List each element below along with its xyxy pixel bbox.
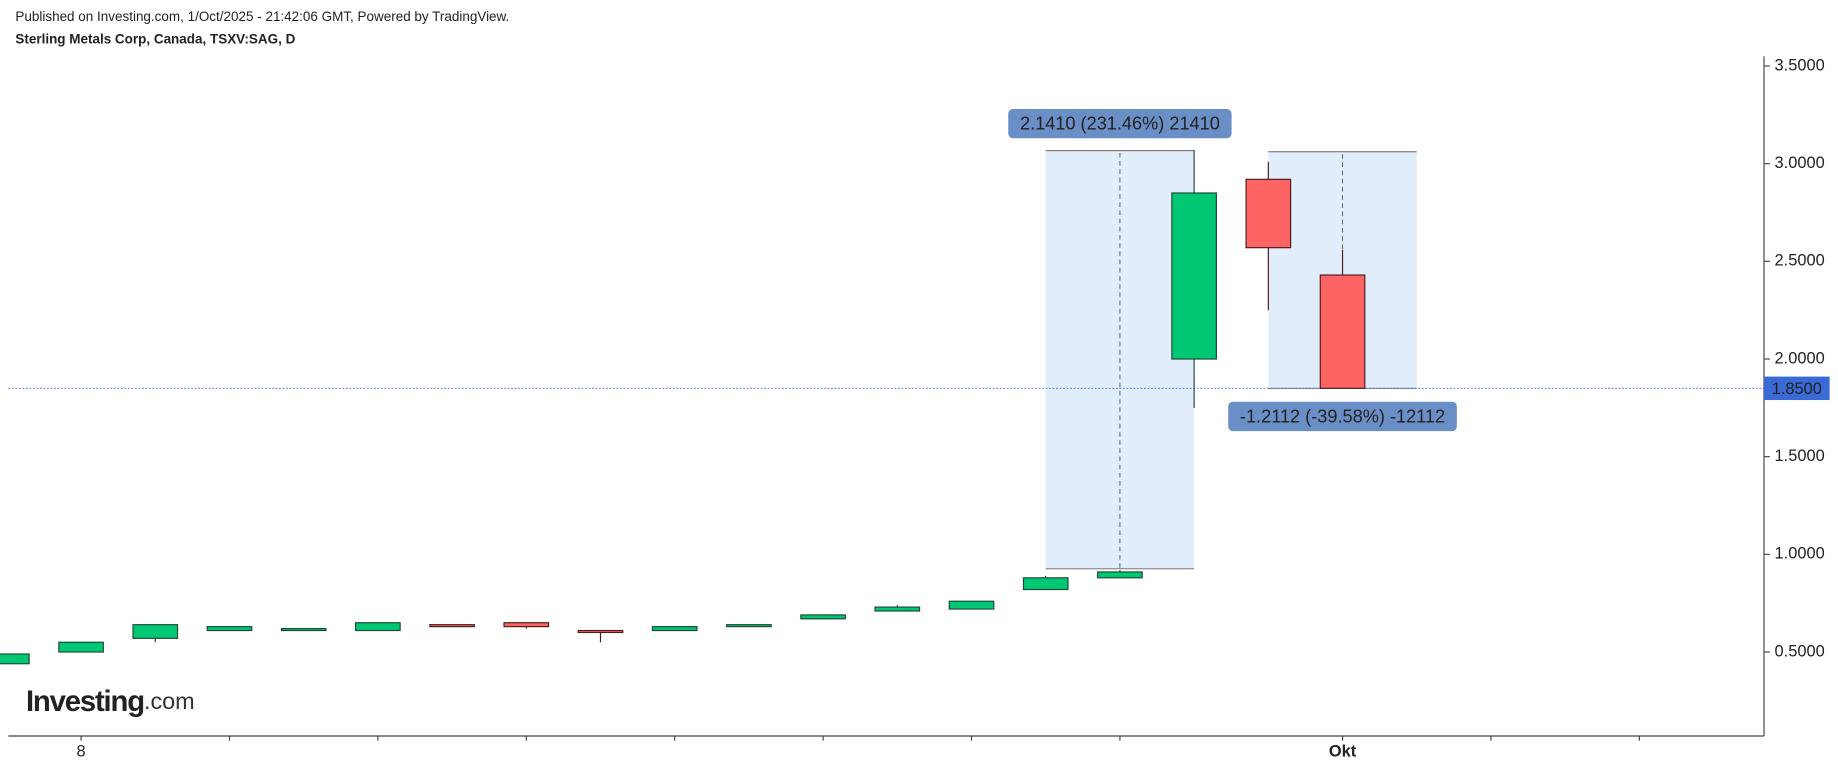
candle-body	[1245, 178, 1292, 249]
candle-body	[1097, 571, 1143, 579]
candle-body	[948, 600, 995, 610]
candle-body	[1171, 192, 1217, 360]
candle-body	[874, 606, 921, 612]
chart-title: Sterling Metals Corp, Canada, TSXV:SAG, …	[15, 31, 295, 46]
candle-body	[355, 622, 401, 632]
candle-body	[132, 624, 179, 639]
y-tick-label: 0.5000	[1775, 642, 1825, 660]
last-price-label: 1.8500	[1772, 380, 1822, 398]
candle-body	[800, 614, 846, 620]
candle-body	[577, 629, 624, 634]
candle-body	[503, 622, 550, 628]
last-price-bg	[1764, 376, 1830, 401]
watermark-suffix: .com	[144, 688, 195, 714]
x-tick-label: Okt	[1329, 743, 1357, 761]
chart-subtitle: Published on Investing.com, 1/Oct/2025 -…	[15, 9, 509, 24]
candle-body	[1319, 274, 1366, 389]
candle-body	[726, 624, 772, 628]
measure-label-text: 2.1410 (231.46%) 21410	[1020, 114, 1220, 134]
y-tick-label: 3.0000	[1775, 154, 1825, 172]
y-tick-label: 1.0000	[1775, 545, 1825, 563]
y-tick-label: 3.5000	[1775, 56, 1825, 74]
y-tick-label: 2.5000	[1775, 252, 1825, 270]
measure-label-bg	[1228, 401, 1457, 432]
measure-label: -1.2112 (-39.58%) -12112	[1228, 401, 1457, 432]
candle-body	[0, 653, 30, 665]
measure-label: 2.1410 (231.46%) 21410	[1008, 108, 1232, 139]
x-tick-label: 8	[77, 743, 86, 761]
candle-body	[58, 641, 104, 653]
watermark: Investing.com	[26, 685, 195, 718]
candle-body	[206, 626, 253, 632]
watermark-name: Investing	[26, 685, 144, 718]
candle-body	[1022, 577, 1069, 591]
y-tick-label: 2.0000	[1775, 349, 1825, 367]
y-tick-label: 1.5000	[1775, 447, 1825, 465]
measure-label-bg	[1008, 108, 1232, 139]
measure-label-text: -1.2112 (-39.58%) -12112	[1240, 406, 1445, 426]
candle-body	[429, 624, 475, 628]
last-price-badge: 1.8500	[1764, 376, 1830, 401]
candle-body	[280, 627, 327, 632]
candle-body	[651, 626, 698, 632]
